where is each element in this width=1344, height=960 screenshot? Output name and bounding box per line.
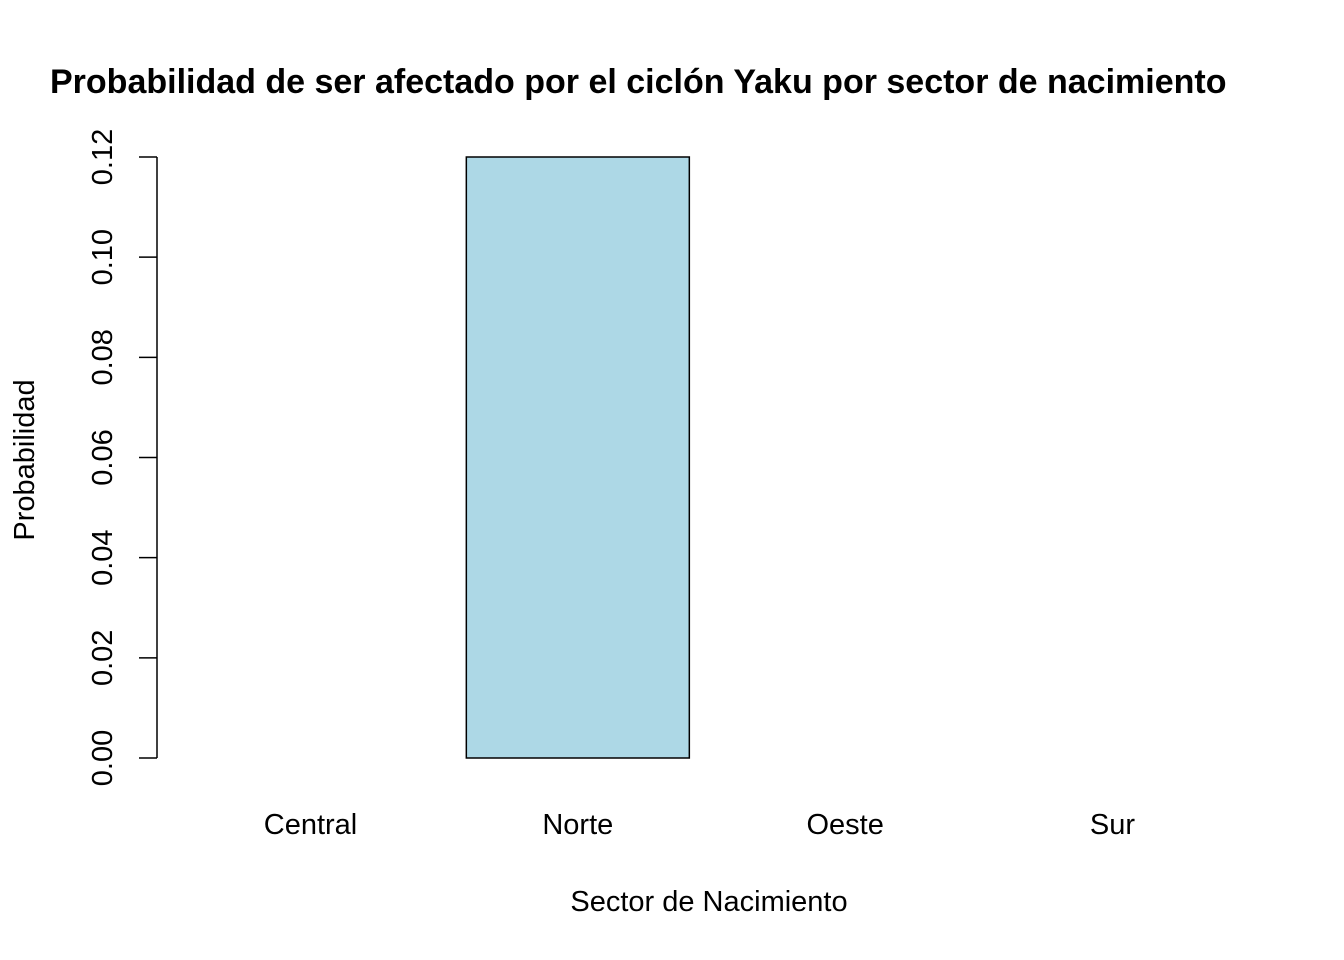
x-tick-label-central: Central (264, 809, 358, 841)
x-axis-label: Sector de Nacimiento (570, 886, 847, 918)
y-tick-label: 0.12 (87, 129, 119, 185)
y-tick-label: 0.02 (87, 630, 119, 686)
x-tick-label-norte: Norte (542, 809, 613, 841)
y-tick-label: 0.10 (87, 229, 119, 285)
x-tick-label-sur: Sur (1090, 809, 1135, 841)
y-tick-label: 0.00 (87, 730, 119, 786)
chart-title: Probabilidad de ser afectado por el cicl… (50, 63, 1227, 101)
x-tick-label-oeste: Oeste (806, 809, 883, 841)
y-axis-ticks: 0.00 0.02 0.04 0.06 0.08 0.10 0.12 (87, 129, 157, 786)
bars-group (465, 156, 691, 759)
y-tick-label: 0.08 (87, 329, 119, 385)
x-axis-tick-labels: Central Norte Oeste Sur (264, 809, 1136, 841)
y-tick-label: 0.04 (87, 529, 119, 585)
bar-norte (465, 156, 691, 759)
y-tick-label: 0.06 (87, 429, 119, 485)
y-axis-label: Probabilidad (9, 379, 41, 540)
